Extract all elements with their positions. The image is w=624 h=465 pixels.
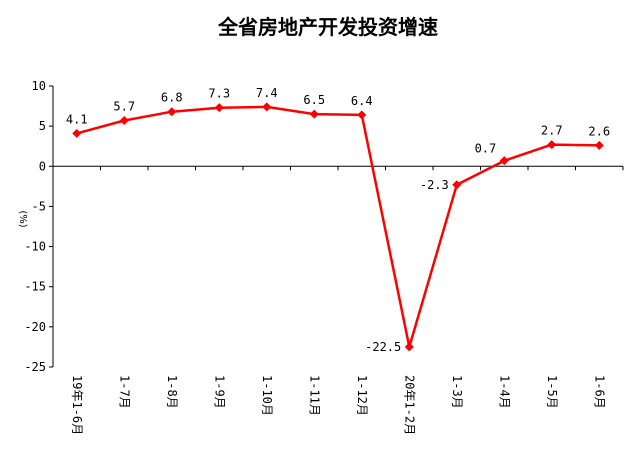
- y-tick-label: -10: [24, 240, 46, 254]
- y-axis-label: (%): [17, 210, 28, 227]
- data-point-marker: [357, 110, 367, 120]
- data-label: 7.4: [256, 86, 278, 100]
- chart-title: 全省房地产开发投资增速: [217, 15, 438, 39]
- x-tick-label: 1-8月: [165, 375, 179, 409]
- data-label: 0.7: [475, 142, 497, 156]
- data-label: 6.8: [161, 91, 183, 105]
- data-label: 2.7: [541, 124, 563, 138]
- data-point-marker: [262, 102, 272, 112]
- x-tick-label: 1-3月: [450, 375, 464, 409]
- data-label: 6.5: [303, 93, 325, 107]
- data-point-marker: [309, 109, 319, 119]
- y-tick-label: -5: [32, 199, 46, 213]
- x-tick-label: 1-4月: [497, 375, 511, 409]
- data-label: 6.4: [351, 94, 373, 108]
- data-point-marker: [547, 140, 557, 150]
- x-tick-label: 1-5月: [545, 375, 559, 409]
- y-tick-label: 0: [39, 159, 46, 173]
- data-labels-group: 4.1 5.7 6.8 7.3 7.4 6.5 6.4 -22.5 -2.3 0.7 2.7 2.6: [66, 86, 610, 354]
- x-tick-label: 1-12月: [355, 375, 369, 416]
- data-point-marker: [594, 140, 604, 150]
- data-point-marker: [119, 116, 129, 126]
- x-tick-label: 1-11月: [307, 375, 321, 416]
- x-tick-label: 20年1-2月: [402, 375, 416, 435]
- x-tick-label: 19年1-6月: [70, 375, 84, 435]
- series-line: [76, 105, 600, 349]
- x-tick-label: 1-9月: [212, 375, 226, 409]
- data-label: -2.3: [420, 178, 449, 192]
- x-tick-label: 1-7月: [117, 375, 131, 409]
- series-group: [72, 102, 604, 352]
- data-label: -22.5: [365, 340, 401, 354]
- data-point-marker: [214, 103, 224, 113]
- x-tick-label: 1-6月: [592, 375, 606, 409]
- y-tick-label: 5: [39, 119, 46, 133]
- y-tick-label: 10: [32, 79, 46, 93]
- data-point-marker: [404, 342, 414, 352]
- data-label: 4.1: [66, 112, 88, 126]
- data-label: 5.7: [113, 100, 135, 114]
- axes: 10 5 0 -5 -10 -15 -20 -25 19年1-6月 1-7月 1-8月 1-9月 1-1…: [24, 79, 624, 435]
- y-tick-label: -25: [24, 360, 46, 374]
- y-tick-label: -15: [24, 280, 46, 294]
- data-point-marker: [452, 180, 462, 190]
- y-tick-label: -20: [24, 320, 46, 334]
- data-label: 7.3: [208, 87, 230, 101]
- x-tick-label: 1-10月: [260, 375, 274, 416]
- data-point-marker: [167, 107, 177, 117]
- data-point-marker: [72, 128, 82, 138]
- data-label: 2.6: [588, 124, 610, 138]
- data-point-marker: [499, 156, 509, 166]
